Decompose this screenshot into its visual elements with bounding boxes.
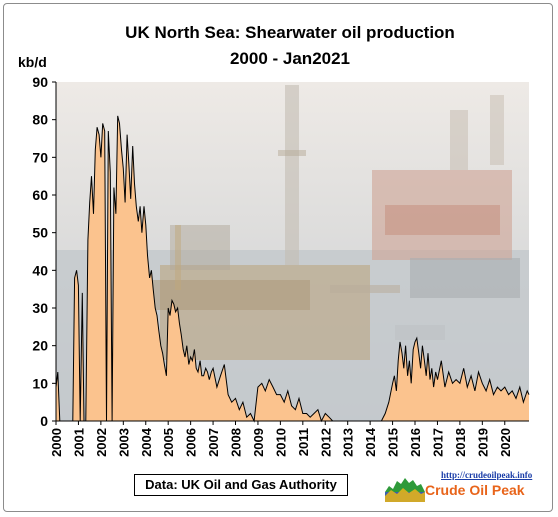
x-tick-label: 2016 — [408, 428, 423, 457]
y-tick-label: 80 — [32, 112, 48, 128]
x-tick-label: 2004 — [139, 427, 154, 457]
x-tick-label: 2002 — [94, 428, 109, 457]
x-tick-label: 2007 — [206, 428, 221, 457]
logo-brand-text: Crude Oil Peak — [425, 482, 525, 498]
x-tick-label: 2003 — [116, 428, 131, 457]
y-tick-label: 10 — [32, 375, 48, 391]
x-tick-label: 2014 — [363, 427, 378, 457]
x-tick-label: 2012 — [318, 428, 333, 457]
chart-subtitle: 2000 - Jan2021 — [230, 49, 350, 68]
x-tick-label: 2000 — [49, 428, 64, 457]
oil-peak-logo-icon — [385, 478, 425, 502]
x-tick-label: 2015 — [386, 428, 401, 457]
x-tick-label: 2005 — [161, 428, 176, 457]
x-tick-label: 2009 — [251, 428, 266, 457]
y-tick-label: 30 — [32, 300, 48, 316]
y-axis-unit: kb/d — [18, 54, 47, 70]
production-series — [55, 115, 530, 423]
chart-title: UK North Sea: Shearwater oil production — [125, 23, 455, 42]
x-tick-label: 2001 — [71, 428, 86, 457]
crude-oil-peak-logo[interactable]: http://crudeoilpeak.info Crude Oil Peak — [385, 470, 535, 502]
x-tick-label: 2017 — [430, 428, 445, 457]
source-label: Data: UK Oil and Gas Authority — [134, 474, 348, 496]
x-ticks: 2000 2001 2002 2003 2004 2005 2006 2007 2008 2009… — [49, 421, 513, 457]
logo-url-text[interactable]: http://crudeoilpeak.info — [441, 470, 533, 480]
y-tick-label: 50 — [32, 225, 48, 241]
x-tick-label: 2013 — [341, 428, 356, 457]
y-tick-label: 90 — [32, 74, 48, 90]
y-tick-label: 0 — [40, 413, 48, 429]
x-tick-label: 2008 — [229, 428, 244, 457]
y-tick-label: 60 — [32, 187, 48, 203]
series-area — [56, 115, 529, 422]
x-tick-label: 2020 — [498, 428, 513, 457]
y-ticks: 0 10 20 30 40 50 60 70 80 90 — [32, 74, 56, 429]
x-tick-label: 2010 — [273, 428, 288, 457]
x-tick-label: 2006 — [184, 428, 199, 457]
y-tick-label: 20 — [32, 338, 48, 354]
x-tick-label: 2018 — [453, 428, 468, 457]
x-tick-label: 2011 — [296, 428, 311, 456]
series-line — [55, 115, 530, 423]
x-tick-label: 2019 — [475, 428, 490, 457]
y-tick-label: 70 — [32, 149, 48, 165]
y-tick-label: 40 — [32, 262, 48, 278]
